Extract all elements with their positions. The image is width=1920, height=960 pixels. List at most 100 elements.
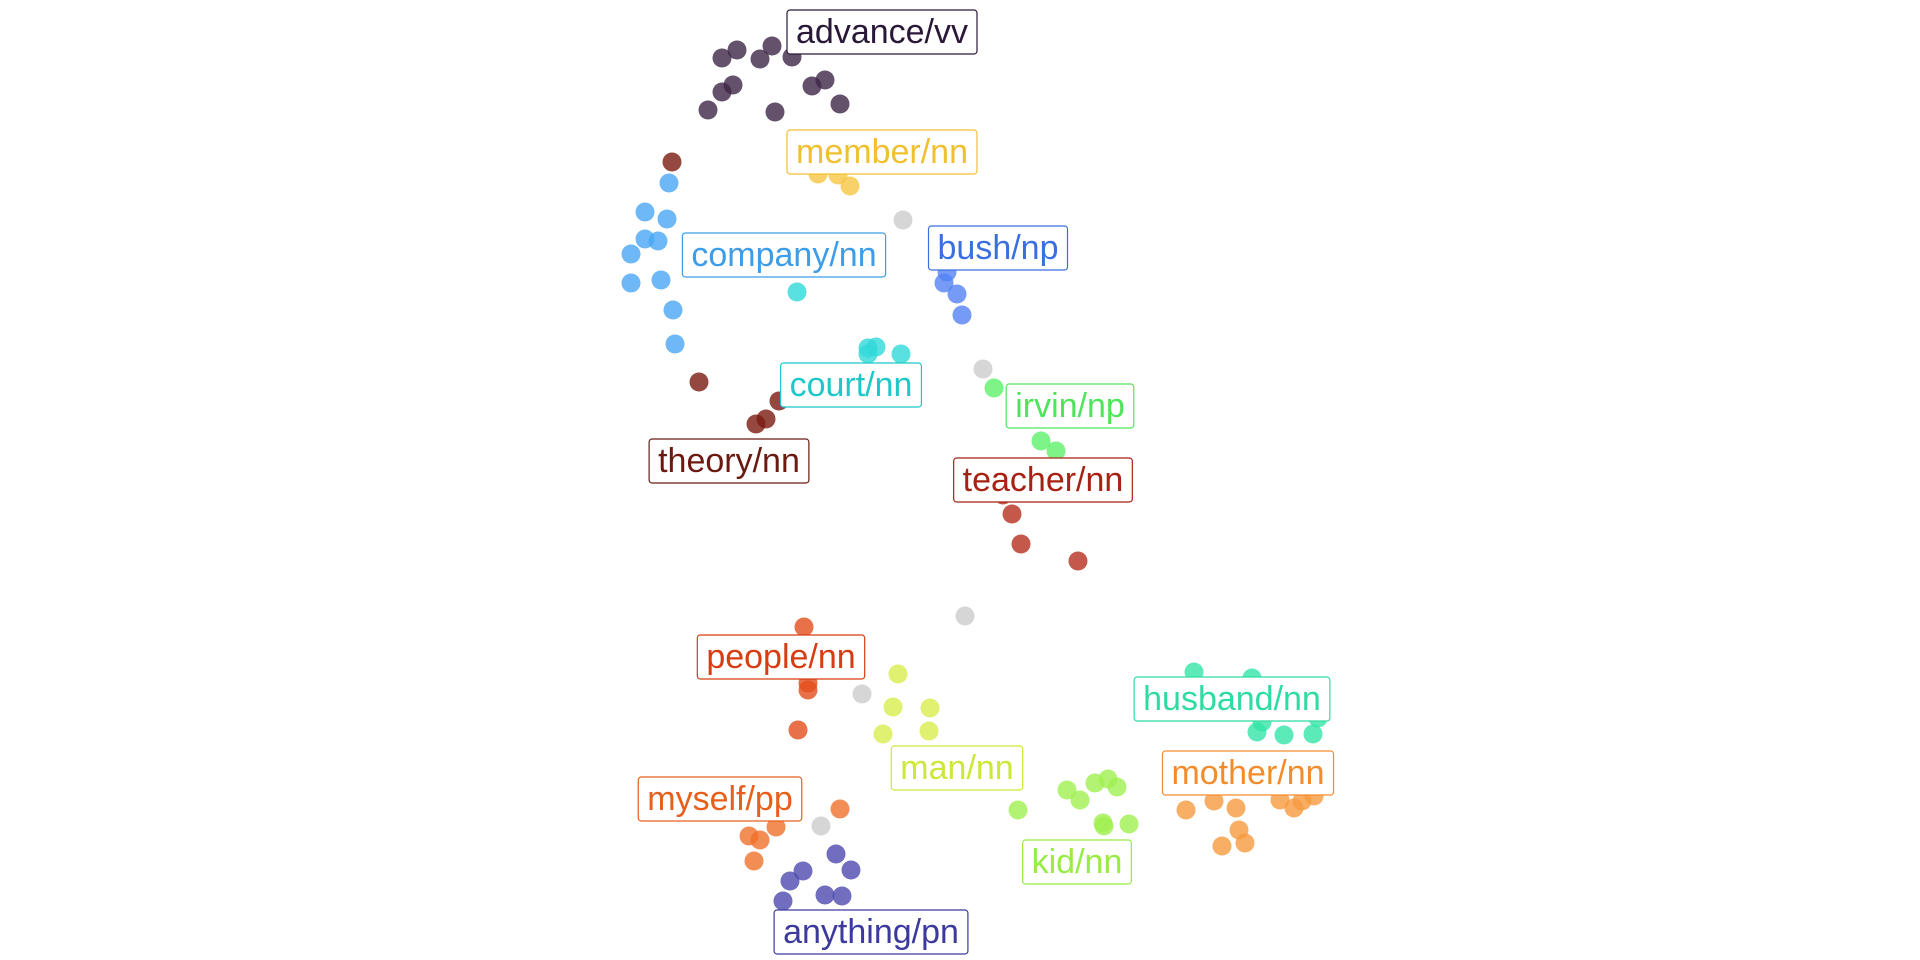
label-text: theory/nn bbox=[658, 442, 800, 480]
point-advance-vv bbox=[727, 40, 747, 60]
point-myself-pp bbox=[830, 799, 850, 819]
label-text: bush/np bbox=[938, 229, 1059, 267]
label-text: irvin/np bbox=[1015, 387, 1125, 425]
label-teacher-nn: teacher/nn bbox=[953, 457, 1133, 503]
label-box bbox=[1161, 750, 1335, 796]
point-anything-pn bbox=[832, 886, 852, 906]
point-theory-nn bbox=[746, 414, 766, 434]
point-court-nn bbox=[787, 282, 807, 302]
point-people-nn bbox=[794, 617, 814, 637]
point-mother-nn bbox=[1226, 798, 1246, 818]
labels-layer: advance/vv member/nn company/nn bush/np cour… bbox=[637, 9, 1335, 955]
point-anything-pn bbox=[815, 885, 835, 905]
point-mother-nn bbox=[1204, 791, 1224, 811]
label-text: mother/nn bbox=[1171, 754, 1324, 792]
point-kid-nn bbox=[1107, 777, 1127, 797]
point-anything-pn bbox=[826, 844, 846, 864]
point-anything-pn bbox=[841, 860, 861, 880]
point-mother-nn bbox=[1235, 833, 1255, 853]
point-people-nn bbox=[788, 720, 808, 740]
label-box bbox=[953, 457, 1133, 503]
point-kid-nn bbox=[1057, 780, 1077, 800]
label-box bbox=[637, 776, 803, 822]
point-husband-nn bbox=[1247, 722, 1267, 742]
point-advance-vv bbox=[830, 94, 850, 114]
outlier-point bbox=[973, 359, 993, 379]
point-bush-np bbox=[934, 273, 954, 293]
point-teacher-nn bbox=[1011, 534, 1031, 554]
outlier-point bbox=[811, 816, 831, 836]
label-text: people/nn bbox=[706, 638, 855, 676]
point-irvin-np bbox=[1046, 441, 1066, 461]
point-teacher-nn bbox=[1068, 551, 1088, 571]
label-anything-pn: anything/pn bbox=[773, 909, 969, 955]
point-advance-vv bbox=[815, 70, 835, 90]
label-text: man/nn bbox=[900, 749, 1013, 787]
label-box bbox=[1133, 676, 1331, 722]
label-kid-nn: kid/nn bbox=[1022, 839, 1132, 885]
point-mother-nn bbox=[1176, 800, 1196, 820]
point-man-nn bbox=[920, 698, 940, 718]
point-advance-vv bbox=[698, 100, 718, 120]
label-box bbox=[681, 232, 887, 278]
point-husband-nn bbox=[1303, 724, 1323, 744]
point-company-nn bbox=[621, 273, 641, 293]
point-man-nn bbox=[873, 724, 893, 744]
label-box bbox=[786, 129, 978, 175]
label-text: husband/nn bbox=[1143, 680, 1321, 718]
label-box bbox=[1005, 383, 1135, 429]
label-text: anything/pn bbox=[783, 913, 959, 951]
label-text: myself/pp bbox=[647, 780, 793, 818]
point-teacher-nn bbox=[1002, 504, 1022, 524]
point-advance-vv bbox=[723, 75, 743, 95]
label-box bbox=[927, 225, 1069, 271]
point-court-nn bbox=[891, 344, 911, 364]
label-people-nn: people/nn bbox=[696, 634, 866, 680]
point-company-nn bbox=[635, 229, 655, 249]
points-layer bbox=[621, 36, 1328, 911]
point-mother-nn bbox=[1292, 791, 1312, 811]
label-box bbox=[786, 9, 978, 55]
label-myself-pp: myself/pp bbox=[637, 776, 803, 822]
label-company-nn: company/nn bbox=[681, 232, 887, 278]
point-myself-pp bbox=[766, 817, 786, 837]
label-box bbox=[779, 362, 923, 408]
point-kid-nn bbox=[1094, 816, 1114, 836]
label-text: teacher/nn bbox=[963, 461, 1124, 499]
point-mother-nn bbox=[1212, 836, 1232, 856]
label-box bbox=[696, 634, 866, 680]
point-company-nn bbox=[663, 300, 683, 320]
point-irvin-np bbox=[984, 378, 1004, 398]
label-advance-vv: advance/vv bbox=[786, 9, 978, 55]
outlier-point bbox=[852, 684, 872, 704]
point-advance-vv bbox=[750, 49, 770, 69]
point-kid-nn bbox=[1119, 814, 1139, 834]
label-box bbox=[890, 745, 1024, 791]
point-anything-pn bbox=[780, 871, 800, 891]
point-bush-np bbox=[952, 305, 972, 325]
point-advance-vv bbox=[765, 102, 785, 122]
label-member-nn: member/nn bbox=[786, 129, 978, 175]
point-company-nn bbox=[621, 244, 641, 264]
point-company-nn bbox=[635, 202, 655, 222]
label-irvin-np: irvin/np bbox=[1005, 383, 1135, 429]
label-court-nn: court/nn bbox=[779, 362, 923, 408]
label-bush-np: bush/np bbox=[927, 225, 1069, 271]
point-advance-vv bbox=[712, 48, 732, 68]
point-bush-np bbox=[947, 284, 967, 304]
point-man-nn bbox=[883, 697, 903, 717]
point-myself-pp bbox=[744, 851, 764, 871]
point-man-nn bbox=[888, 664, 908, 684]
point-kid-nn bbox=[1008, 800, 1028, 820]
outlier-point bbox=[893, 210, 913, 230]
label-box bbox=[773, 909, 969, 955]
point-kid-nn bbox=[1070, 790, 1090, 810]
label-text: court/nn bbox=[790, 366, 913, 404]
label-text: advance/vv bbox=[796, 13, 968, 51]
point-court-nn bbox=[858, 344, 878, 364]
point-company-nn bbox=[651, 270, 671, 290]
label-box bbox=[648, 438, 810, 484]
point-myself-pp bbox=[750, 830, 770, 850]
point-company-nn bbox=[657, 209, 677, 229]
